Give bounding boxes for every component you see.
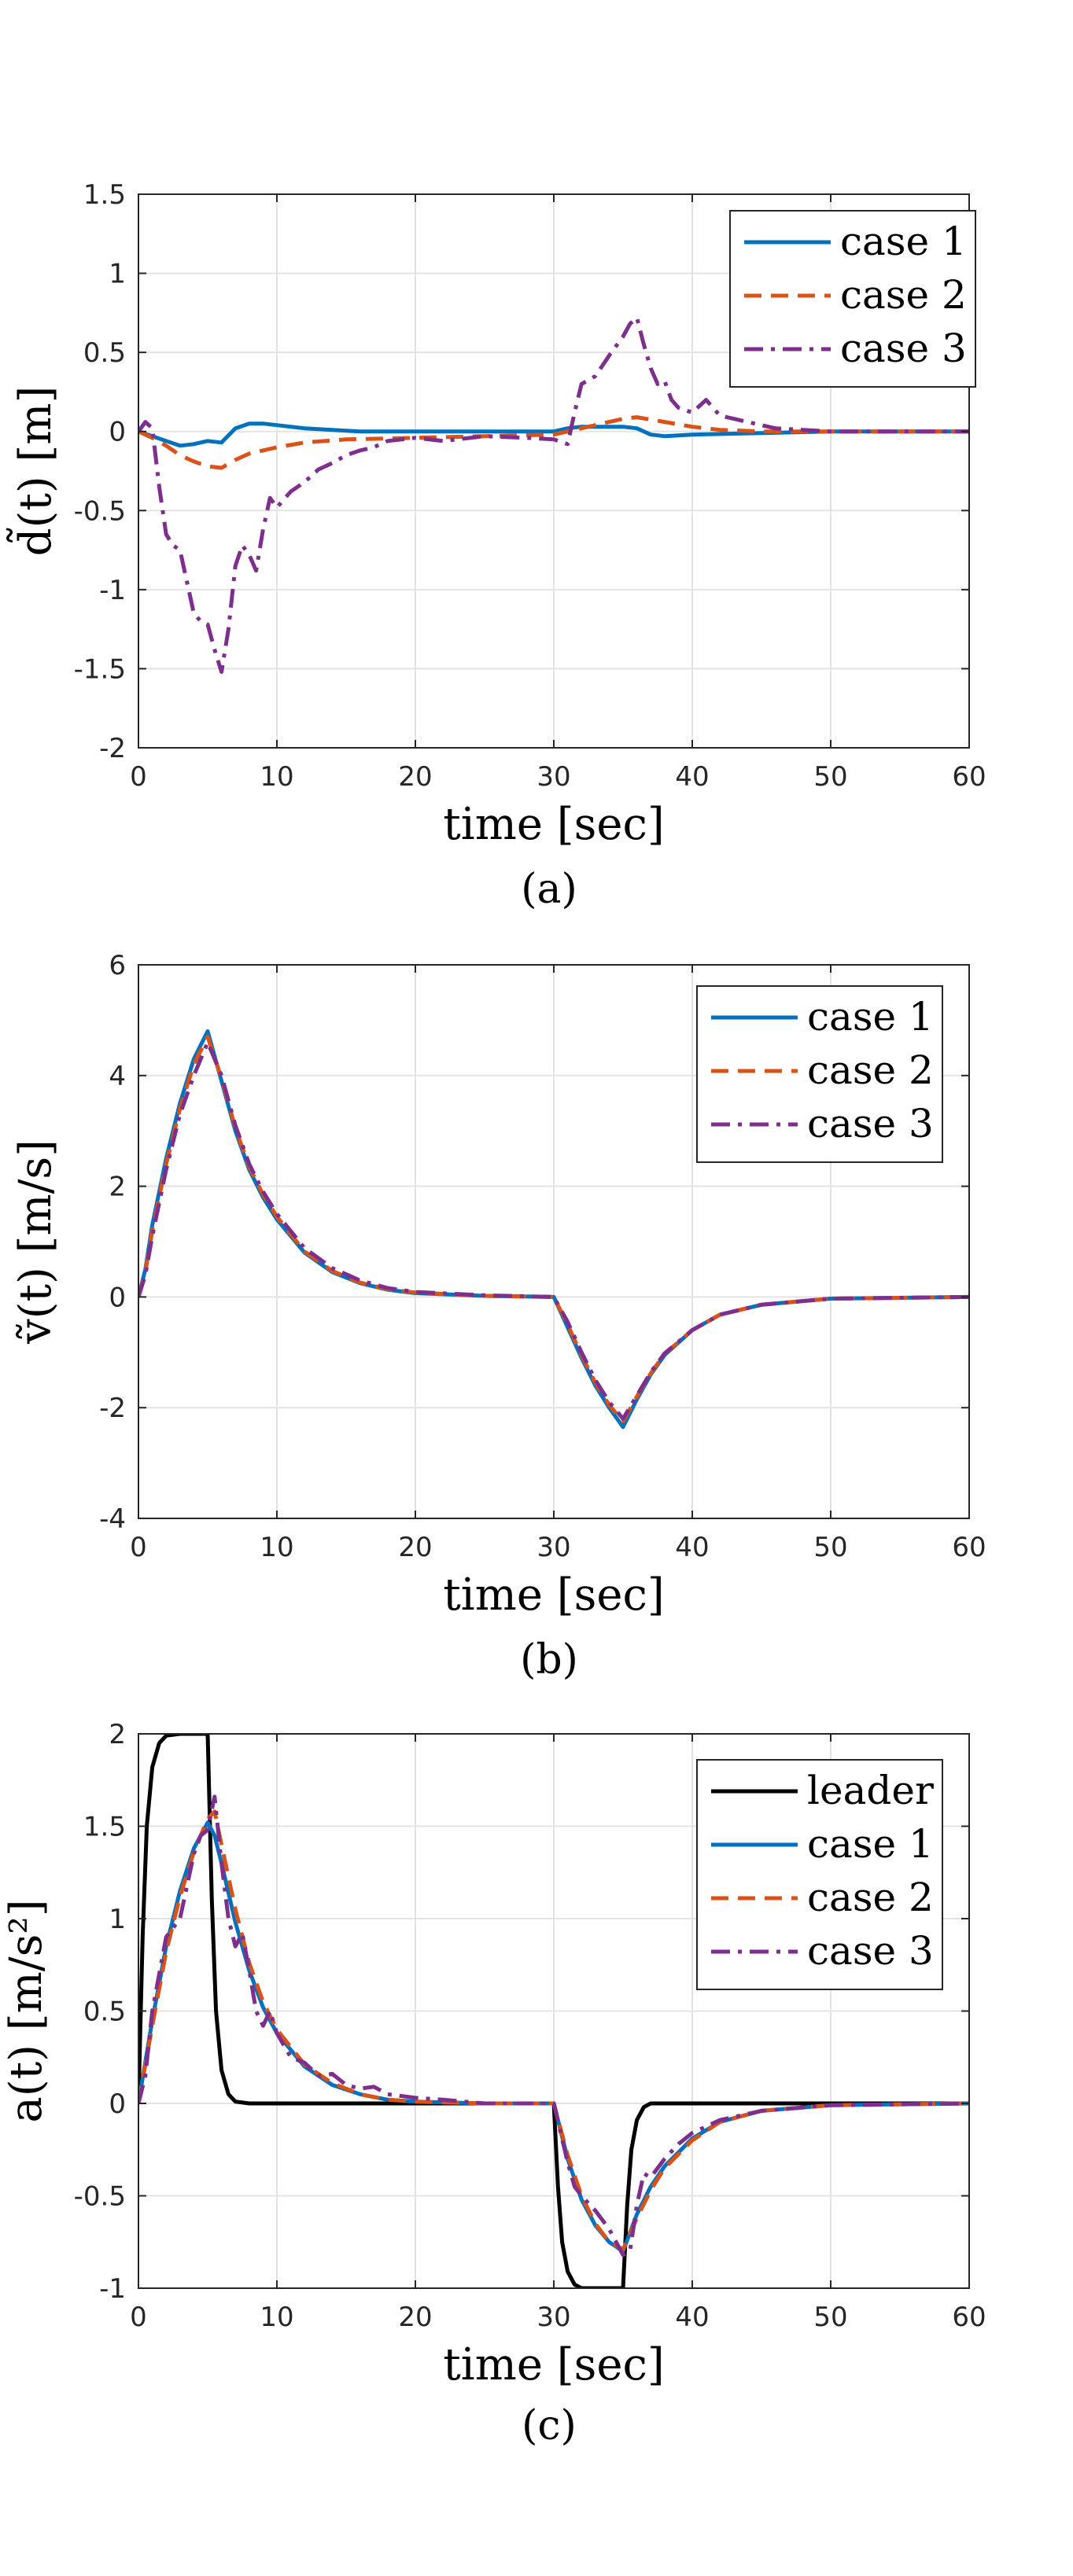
series-line-case-3 xyxy=(138,315,969,674)
series-line-case-3 xyxy=(138,1794,969,2258)
y-tick-label: -1.5 xyxy=(74,653,126,685)
y-tick-label: 1 xyxy=(109,1904,126,1935)
y-tick-label: 4 xyxy=(109,1061,126,1092)
y-tick-label: 1.5 xyxy=(83,179,126,211)
panel-caption: (c) xyxy=(522,2402,577,2449)
y-tick-label: 6 xyxy=(109,950,126,981)
y-axis-label: a(t) [m/s²] xyxy=(1,1899,52,2122)
y-tick-label: -4 xyxy=(99,1503,126,1535)
x-tick-label: 0 xyxy=(130,1532,147,1563)
x-tick-label: 30 xyxy=(536,1532,570,1563)
legend-label: case 1 xyxy=(807,1821,934,1867)
x-tick-label: 50 xyxy=(813,761,847,793)
legend-label: case 2 xyxy=(840,272,967,318)
y-tick-label: 0.5 xyxy=(83,1996,126,2028)
chart-panel: 0 10 20 30 40 50 60 -2 -1.5 -1 -0.5 0 0.5 1 1.5 time [s… xyxy=(6,179,986,913)
x-axis-label: time [sec] xyxy=(443,2339,664,2390)
series-line-case-2 xyxy=(138,415,969,470)
legend: case 1 case 2 case 3 xyxy=(696,985,943,1163)
x-tick-label: 10 xyxy=(260,761,293,793)
x-tick-label: 10 xyxy=(260,1532,293,1563)
x-tick-label: 10 xyxy=(260,2302,293,2333)
chart-panel: 0 10 20 30 40 50 60 -1 -0.5 0 0.5 1 1.5 2 time [sec] a(… xyxy=(1,1719,986,2449)
x-tick-label: 20 xyxy=(398,761,432,793)
legend-label: case 3 xyxy=(807,1928,934,1974)
x-tick-label: 0 xyxy=(130,761,147,793)
legend-label: case 3 xyxy=(840,326,967,371)
series-line-case-3 xyxy=(138,1040,969,1421)
y-tick-label: -2 xyxy=(99,733,126,764)
legend-label: case 2 xyxy=(807,1047,934,1093)
x-tick-label: 50 xyxy=(813,1532,847,1563)
y-tick-label: -1 xyxy=(99,2273,126,2305)
y-axis-label: d̃(t) [m] xyxy=(6,386,61,557)
x-tick-label: 20 xyxy=(398,1532,432,1563)
x-axis-label: time [sec] xyxy=(443,799,664,850)
y-tick-label: 1.5 xyxy=(83,1812,126,1843)
x-tick-label: 40 xyxy=(675,2302,709,2333)
legend-label: case 3 xyxy=(807,1101,934,1146)
x-tick-label: 20 xyxy=(398,2302,432,2333)
y-tick-label: -1 xyxy=(99,575,126,606)
y-tick-label: -0.5 xyxy=(74,2181,126,2213)
x-tick-label: 60 xyxy=(952,1532,986,1563)
legend-label: case 1 xyxy=(807,994,934,1040)
y-tick-label: 0 xyxy=(109,417,126,448)
panel-caption: (a) xyxy=(521,866,577,913)
legend-label: case 2 xyxy=(807,1875,934,1920)
legend: case 1 case 2 case 3 xyxy=(729,210,976,388)
legend-label: leader xyxy=(807,1768,934,1813)
series-line-case-1 xyxy=(138,421,969,448)
y-axis-label: ṽ(t) [m/s] xyxy=(10,1139,61,1345)
y-tick-label: 2 xyxy=(109,1172,126,1203)
x-tick-label: 40 xyxy=(675,761,709,793)
x-tick-label: 30 xyxy=(536,761,570,793)
chart-panel: 0 10 20 30 40 50 60 -4 -2 0 2 4 6 time [sec] ṽ(t) [m/s… xyxy=(10,950,986,1684)
legend-box xyxy=(696,985,943,1163)
y-tick-label: -0.5 xyxy=(74,495,126,527)
x-tick-label: 60 xyxy=(952,761,986,793)
y-tick-label: 2 xyxy=(109,1719,126,1750)
x-tick-label: 30 xyxy=(536,2302,570,2333)
y-tick-label: 0 xyxy=(109,1282,126,1313)
y-tick-label: 0 xyxy=(109,2088,126,2120)
legend-label: case 1 xyxy=(840,219,967,264)
legend-box xyxy=(729,210,976,388)
y-tick-label: -2 xyxy=(99,1393,126,1424)
x-tick-label: 60 xyxy=(952,2302,986,2333)
y-tick-label: 0.5 xyxy=(83,337,126,369)
x-tick-label: 40 xyxy=(675,1532,709,1563)
y-tick-label: 1 xyxy=(109,259,126,290)
x-tick-label: 0 xyxy=(130,2302,147,2333)
x-axis-label: time [sec] xyxy=(443,1570,664,1621)
legend: leader case 1 case 2 case 3 xyxy=(696,1759,943,1990)
panel-caption: (b) xyxy=(520,1636,578,1684)
series-line-case-2 xyxy=(138,1035,969,1424)
x-tick-label: 50 xyxy=(813,2302,847,2333)
